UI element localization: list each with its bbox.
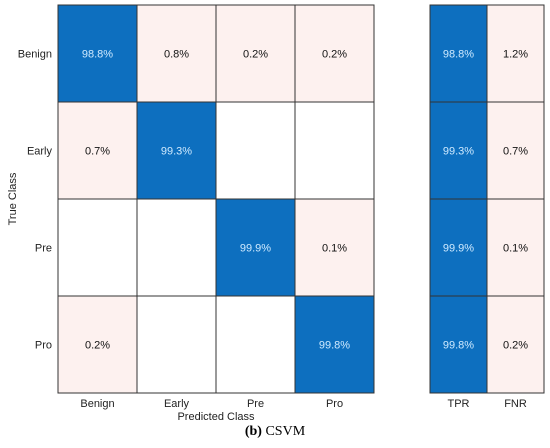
tpr-cell-label: 99.8% (443, 340, 474, 352)
fnr-cell-label: 1.2% (503, 49, 528, 61)
x-axis-label: Predicted Class (177, 411, 255, 423)
tpr-cell-label: 99.9% (443, 243, 474, 255)
side-panel-border (429, 4, 545, 394)
matrix-cell (294, 4, 375, 103)
tpr-cell-label: 98.8% (443, 49, 474, 61)
fnr-cell-label: 0.1% (503, 243, 528, 255)
tpr-cell-label: 99.3% (443, 146, 474, 158)
matrix-cell-label: 99.9% (240, 243, 271, 255)
x-tick-label: Early (164, 398, 190, 410)
x-tick-label: Pre (247, 398, 264, 410)
matrix-cell-label: 0.2% (243, 49, 268, 61)
fnr-cell (486, 198, 545, 297)
matrix-cell (57, 198, 138, 297)
matrix-cell-label: 0.1% (322, 243, 347, 255)
caption-label: (b) (244, 424, 262, 439)
y-tick-label: Benign (18, 49, 52, 61)
matrix-cell (136, 4, 217, 103)
matrix-cell-label: 0.8% (164, 49, 189, 61)
matrix-cell (294, 198, 375, 297)
matrix-cell (57, 101, 138, 200)
matrix-cell (136, 101, 217, 200)
side-x-tick-label: FNR (504, 398, 527, 410)
matrix-cell-label: 99.8% (319, 340, 350, 352)
caption-text: CSVM (261, 424, 306, 439)
fnr-cell (486, 4, 545, 103)
matrix-cell (294, 295, 375, 394)
matrix-cell (57, 4, 138, 103)
side-x-tick-label: TPR (448, 398, 470, 410)
matrix-cell-label: 99.3% (161, 146, 192, 158)
matrix-cell-label: 98.8% (82, 49, 113, 61)
matrix-cell (215, 101, 296, 200)
figure-caption: (b) CSVM (0, 424, 550, 440)
fnr-cell (486, 295, 545, 394)
matrix-cell (294, 101, 375, 200)
matrix-border (57, 4, 375, 394)
matrix-cell-label: 0.7% (85, 146, 110, 158)
y-axis-label: True Class (7, 172, 19, 225)
matrix-cell (136, 295, 217, 394)
matrix-cell (136, 198, 217, 297)
x-tick-label: Pro (326, 398, 343, 410)
fnr-cell (486, 101, 545, 200)
matrix-cell-label: 0.2% (322, 49, 347, 61)
fnr-cell-label: 0.7% (503, 146, 528, 158)
matrix-cell-label: 0.2% (85, 340, 110, 352)
x-tick-label: Benign (80, 398, 114, 410)
matrix-cell (215, 295, 296, 394)
y-tick-label: Early (27, 146, 53, 158)
fnr-cell-label: 0.2% (503, 340, 528, 352)
y-tick-label: Pro (35, 340, 52, 352)
y-tick-label: Pre (35, 243, 52, 255)
